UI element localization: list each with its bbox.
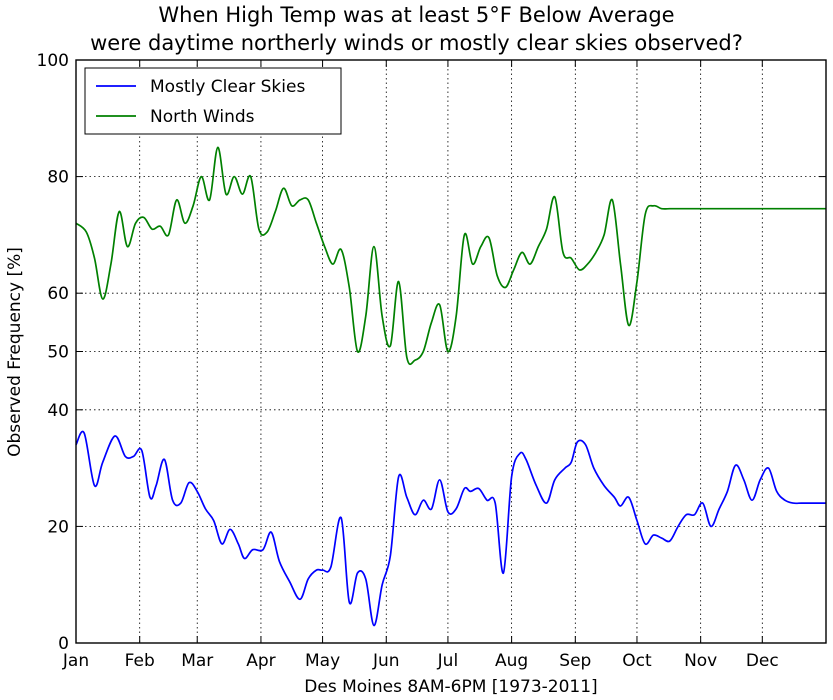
x-axis-label: Des Moines 8AM-6PM [1973-2011]	[304, 677, 597, 697]
tick-labels: 0 20 40 50 60 80 100 Jan Feb Mar Apr May Jun Jul Aug Se…	[37, 51, 779, 671]
y-tick-label-40: 40	[47, 401, 69, 421]
y-tick-label-20: 20	[47, 517, 69, 537]
y-axis-label: Observed Frequency [%]	[5, 247, 25, 457]
tick-marks	[75, 59, 826, 644]
x-tick-label-jan: Jan	[62, 651, 89, 671]
x-tick-label-may: May	[305, 651, 340, 671]
y-tick-label-0: 0	[58, 634, 69, 654]
series-layer	[75, 146, 826, 627]
y-tick-label-60: 60	[47, 284, 69, 304]
y-tick-label-80: 80	[47, 168, 69, 188]
x-tick-label-sep: Sep	[559, 651, 591, 671]
x-tick-label-mar: Mar	[181, 651, 213, 671]
x-tick-label-feb: Feb	[125, 651, 155, 671]
x-tick-label-oct: Oct	[622, 651, 652, 671]
legend-label-mostly-clear-skies: Mostly Clear Skies	[150, 77, 305, 97]
grid-lines	[76, 60, 826, 643]
legend: Mostly Clear Skies North Winds	[84, 67, 342, 135]
x-tick-label-jul: Jul	[437, 651, 459, 671]
chart-title-line-1: When High Temp was at least 5°F Below Av…	[158, 3, 675, 27]
x-tick-label-jun: Jun	[372, 651, 400, 671]
x-tick-label-apr: Apr	[246, 651, 275, 671]
legend-label-north-winds: North Winds	[150, 107, 255, 127]
x-tick-label-aug: Aug	[495, 651, 528, 671]
legend-box	[84, 67, 342, 135]
y-tick-label-50: 50	[47, 343, 69, 363]
y-tick-label-100: 100	[37, 51, 69, 71]
x-tick-label-nov: Nov	[684, 651, 717, 671]
chart-title-line-2: were daytime northerly winds or mostly c…	[90, 31, 743, 55]
series-line-north-winds	[75, 146, 826, 366]
x-tick-label-dec: Dec	[746, 651, 779, 671]
series-line-mostly-clear-skies	[75, 430, 826, 627]
